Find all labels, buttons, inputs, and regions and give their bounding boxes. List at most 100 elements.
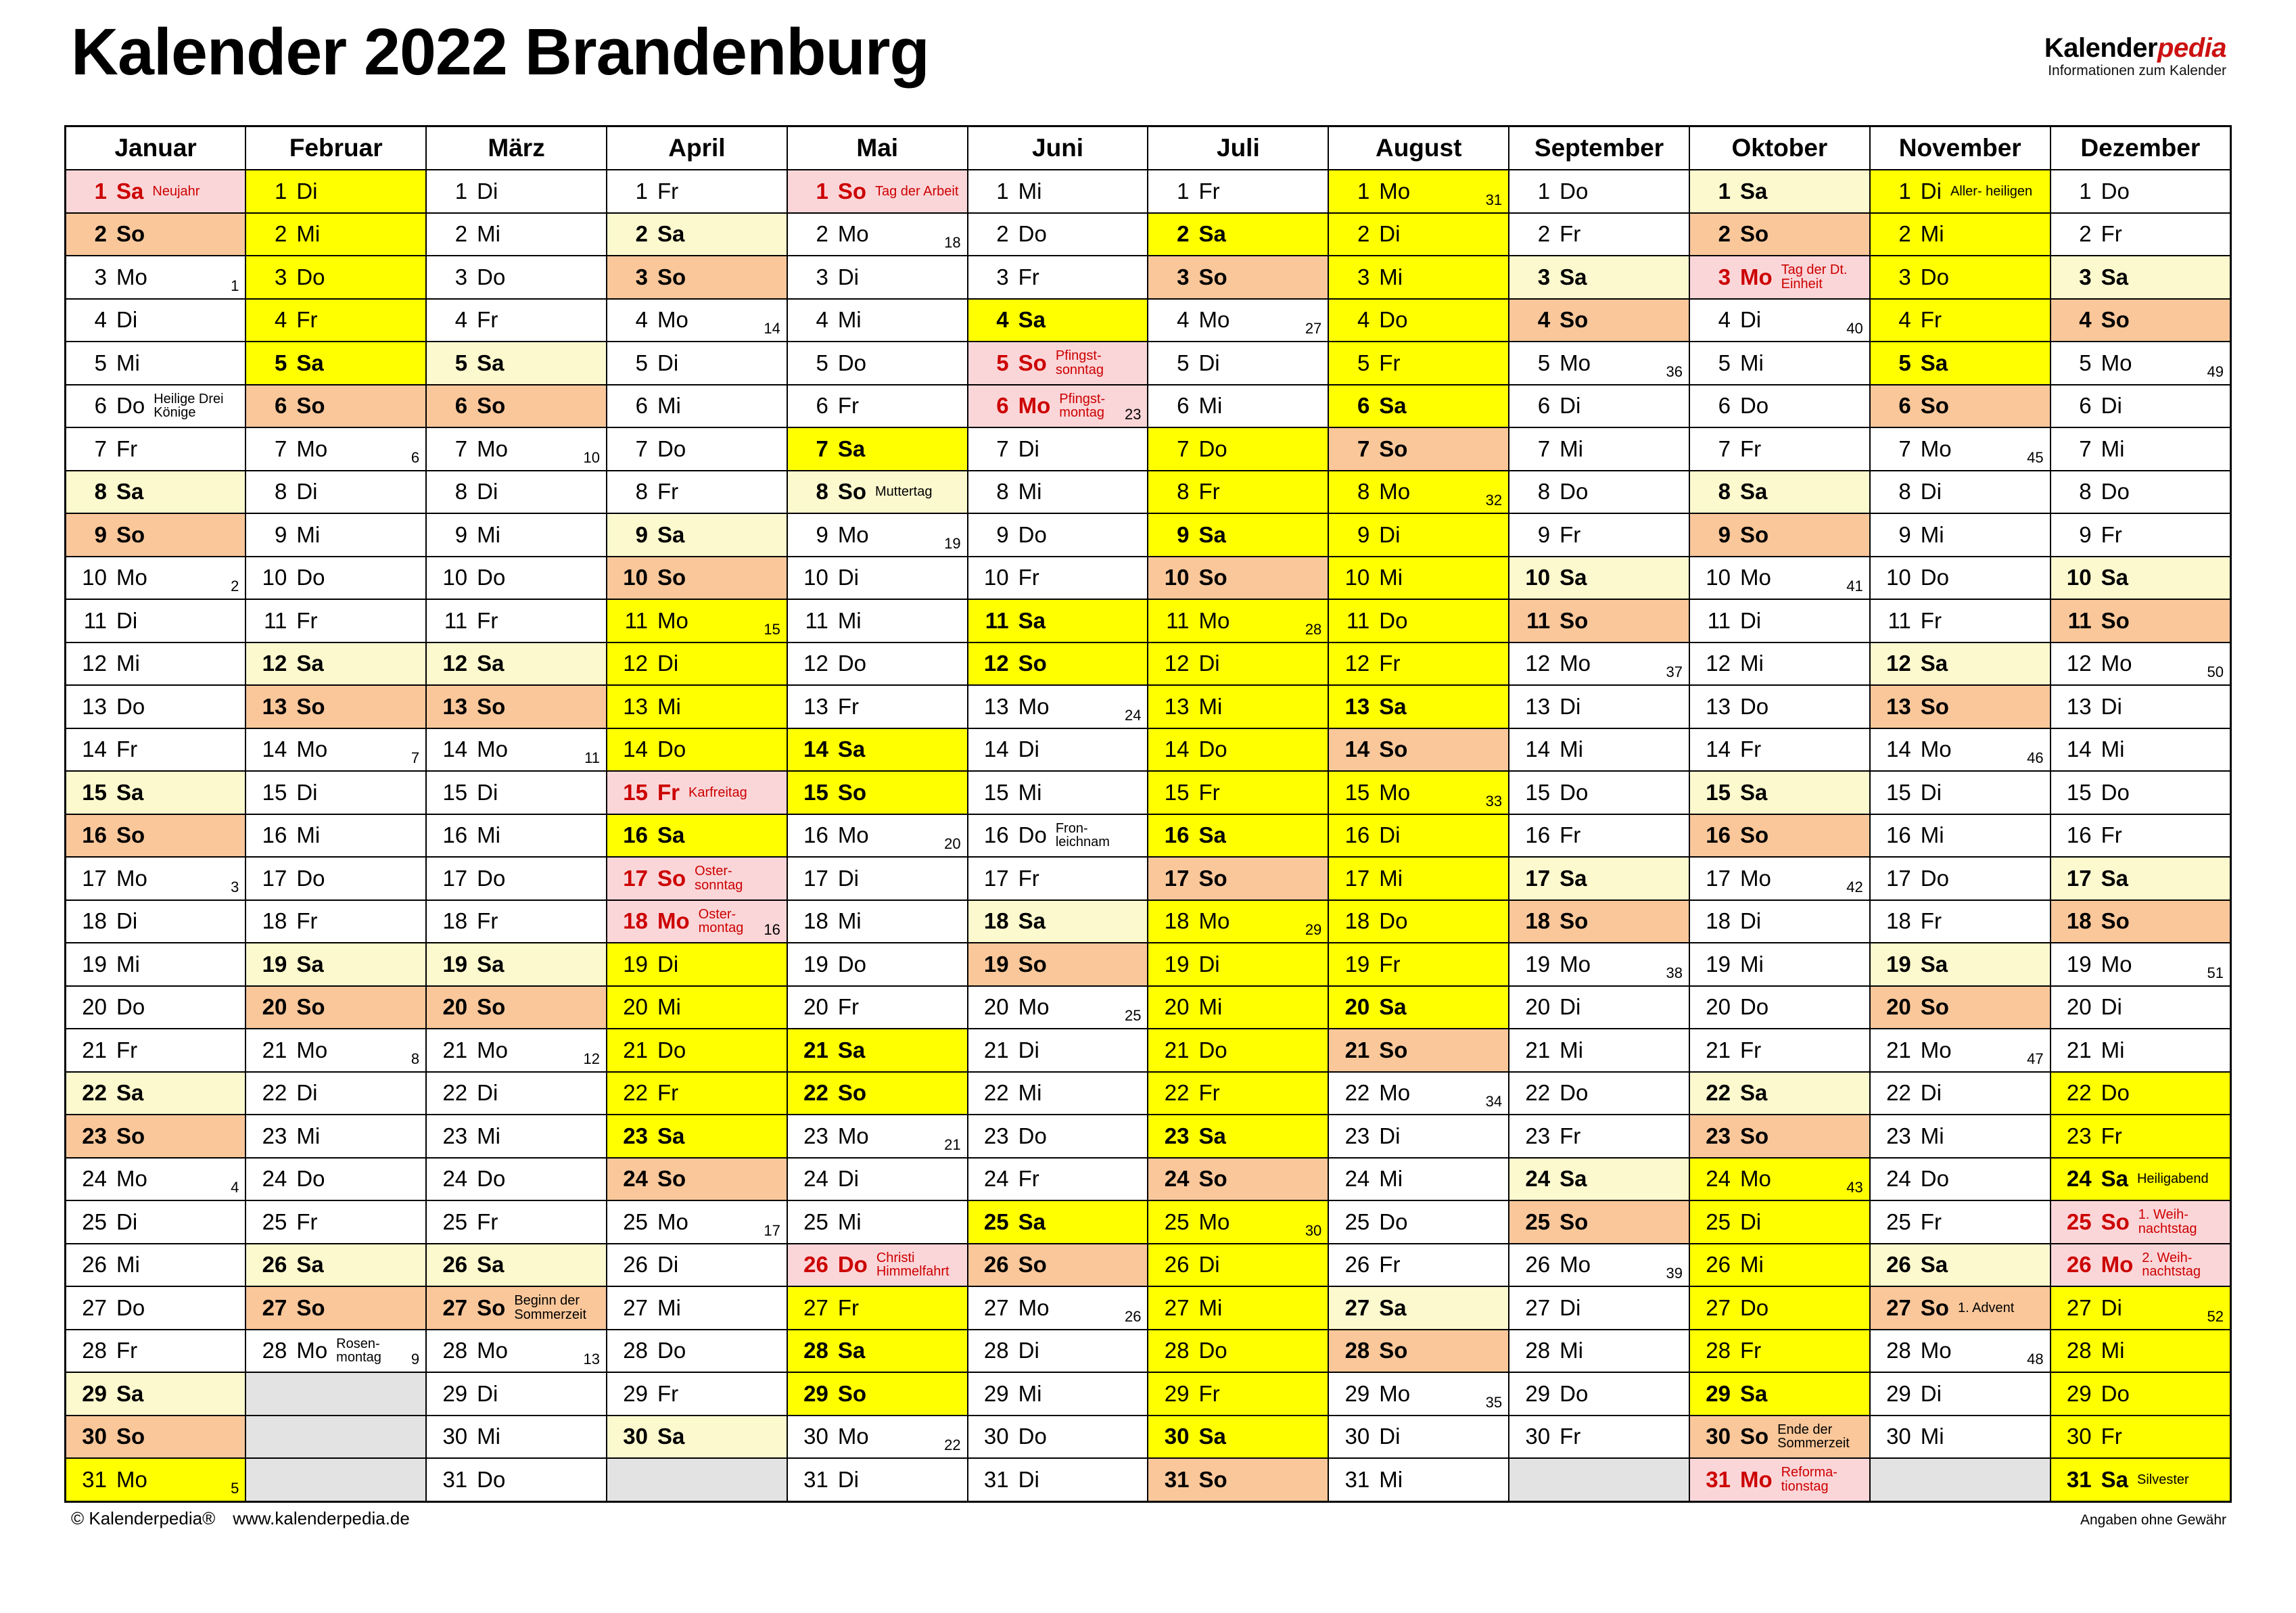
day-number: 18: [442, 908, 468, 934]
day-of-week: Sa: [477, 651, 505, 676]
day-number: 18: [803, 908, 828, 934]
day-cell: 6 Do: [1688, 383, 1871, 428]
day-cell: 4 Fr: [425, 298, 607, 342]
day-number: 17: [442, 865, 468, 891]
day-cell: 23 Mi: [245, 1114, 427, 1159]
day-cell-content: 26 Mi: [1690, 1244, 1869, 1286]
day-cell-content: 26 Sa: [1871, 1244, 2050, 1286]
day-number: 18: [262, 908, 287, 934]
day-cell-content: 4 So: [1509, 300, 1689, 342]
day-cell: 15 Di: [245, 770, 427, 815]
day-of-week: Mo: [1560, 1252, 1591, 1278]
day-cell: 10 Mo 41: [1688, 555, 1871, 600]
day-of-week: Mo: [1560, 651, 1591, 676]
day-cell-content: 13 Do: [1690, 686, 1869, 728]
day-cell: 1 Di Aller- heiligen: [1869, 169, 2051, 214]
day-number: 20: [803, 994, 828, 1020]
day-cell-content: 5 Mo: [2051, 342, 2230, 384]
day-number: 3: [1177, 264, 1190, 289]
day-number: 9: [1357, 521, 1370, 547]
day-cell: 27 So: [245, 1286, 427, 1330]
day-of-week: Sa: [1739, 479, 1768, 505]
day-of-week: Do: [116, 1294, 145, 1320]
day-of-week: Fr: [1560, 1424, 1581, 1449]
day-of-week: Do: [1018, 221, 1047, 247]
day-number: 13: [442, 693, 468, 719]
day-cell: 23 Mi: [425, 1114, 607, 1159]
day-cell-content: 25 Fr: [246, 1201, 425, 1243]
day-cell-content: 14 Mo: [246, 729, 425, 771]
day-number: 28: [1344, 1338, 1370, 1363]
day-number: 19: [1164, 951, 1190, 977]
day-of-week: Mo: [116, 264, 147, 289]
day-cell: 10 So: [1147, 555, 1330, 600]
day-cell: 10 Sa: [1508, 555, 1690, 600]
day-number: 20: [1706, 994, 1731, 1020]
day-of-week: Sa: [657, 1123, 685, 1148]
day-cell: 30 Mi: [425, 1414, 607, 1459]
day-cell-content: 9 Fr: [2051, 514, 2230, 556]
day-number: 10: [262, 565, 287, 590]
day-cell-content: 22 Mi: [968, 1073, 1148, 1115]
day-of-week: Di: [1920, 479, 1942, 505]
day-of-week: Sa: [657, 221, 685, 247]
week-number: 2: [231, 578, 239, 594]
day-cell-content: 30 Mi: [1871, 1416, 2050, 1458]
day-of-week: Do: [2101, 779, 2130, 805]
day-number: 21: [803, 1037, 828, 1062]
day-number: 11: [264, 607, 287, 633]
day-cell: 9 Do: [966, 513, 1149, 557]
day-cell: 23 Fr: [2049, 1114, 2232, 1159]
day-cell-content: 29 Di: [427, 1373, 606, 1415]
day-cell-content: 3 Di: [788, 256, 967, 298]
day-cell-content: 26 Fr: [1329, 1244, 1508, 1286]
day-number: 26: [1706, 1252, 1731, 1278]
day-cell-content: 25 Mi: [788, 1201, 967, 1243]
day-number: 21: [82, 1037, 107, 1062]
day-number: 6: [1898, 393, 1911, 419]
day-cell-content: 9 Mi: [1871, 514, 2050, 556]
day-cell: 7 Sa: [786, 427, 968, 471]
week-number: 21: [944, 1136, 961, 1153]
day-cell: 3 Sa: [1508, 255, 1690, 300]
day-cell: 8 Di: [1869, 469, 2051, 514]
day-number: 9: [1537, 521, 1551, 547]
day-cell: 18 Mo 29: [1147, 899, 1330, 943]
day-cell-content: 16 Mi: [427, 815, 606, 857]
website-link[interactable]: www.kalenderpedia.de: [233, 1507, 410, 1528]
day-number: 17: [1344, 865, 1370, 891]
day-of-week: Mo: [1560, 951, 1591, 977]
day-cell: 18 Sa: [966, 899, 1149, 943]
page-header: Kalender 2022 Brandenburg Kalenderpedia …: [64, 0, 2232, 125]
day-number: 16: [1886, 822, 1911, 848]
day-of-week: So: [1198, 1166, 1227, 1192]
day-cell: 12 Sa: [1869, 641, 2051, 686]
day-of-week: So: [837, 479, 866, 505]
day-cell-content: 8 Mi: [968, 471, 1148, 513]
day-cell: 1 Sa Neujahr: [64, 169, 247, 214]
day-cell-content: 17 Do: [1871, 858, 2050, 899]
day-of-week: Di: [116, 607, 138, 633]
day-number: 11: [1346, 607, 1370, 633]
day-of-week: Mo: [657, 908, 690, 934]
day-note: Reforma- tionstag: [1781, 1465, 1837, 1494]
day-of-week: Do: [657, 1338, 686, 1363]
day-of-week: Mi: [296, 221, 321, 247]
day-cell-content: 4 Mo: [607, 300, 787, 342]
day-note: Tag der Arbeit: [874, 183, 959, 199]
day-number: 10: [623, 565, 648, 590]
day-of-week: Mi: [116, 951, 140, 977]
day-cell-content: 14 Sa: [788, 729, 967, 771]
day-of-week: Fr: [2101, 521, 2122, 547]
day-cell-content: 24 So: [607, 1159, 787, 1200]
day-of-week: Di: [1560, 393, 1581, 419]
day-number: 30: [983, 1424, 1009, 1449]
day-cell: 21 So: [1328, 1028, 1510, 1073]
day-cell: 19 So: [966, 942, 1149, 987]
day-number: 2: [996, 221, 1009, 247]
day-of-week: So: [1739, 521, 1769, 547]
day-number: 6: [816, 393, 828, 419]
day-cell-content: 26 Di: [607, 1244, 787, 1286]
day-cell-content: 13 Di: [1509, 686, 1689, 728]
day-of-week: Mo: [1018, 693, 1050, 719]
